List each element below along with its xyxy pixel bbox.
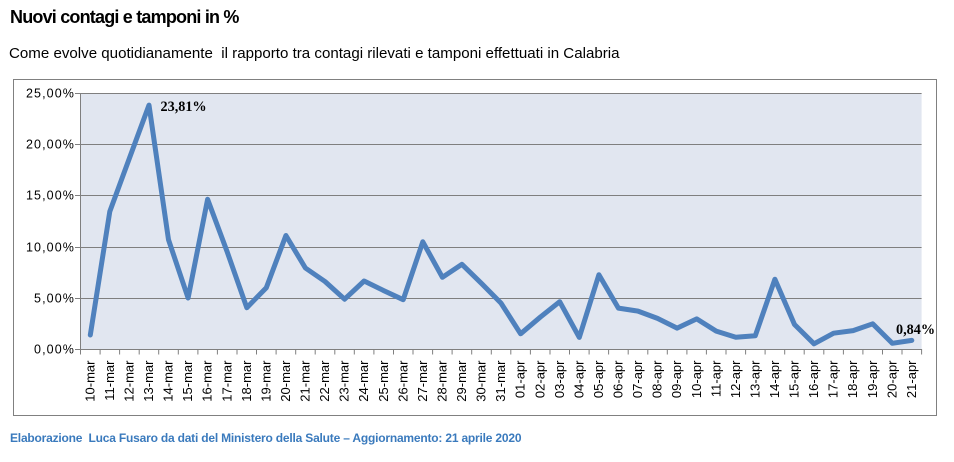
svg-text:18-mar: 18-mar [239, 360, 254, 402]
svg-text:22-mar: 22-mar [317, 360, 332, 402]
svg-text:19-mar: 19-mar [258, 360, 273, 402]
svg-text:05-apr: 05-apr [591, 360, 606, 398]
svg-text:10,00%: 10,00% [26, 241, 75, 255]
svg-text:25-mar: 25-mar [376, 360, 391, 402]
svg-text:13-apr: 13-apr [747, 360, 762, 398]
svg-text:14-mar: 14-mar [161, 360, 176, 402]
svg-text:12-apr: 12-apr [728, 360, 743, 398]
svg-text:11-apr: 11-apr [708, 360, 723, 397]
svg-text:06-apr: 06-apr [611, 360, 626, 398]
svg-text:08-apr: 08-apr [650, 360, 665, 398]
svg-text:17-mar: 17-mar [219, 360, 234, 402]
svg-text:13-mar: 13-mar [141, 360, 156, 402]
svg-text:10-apr: 10-apr [689, 360, 704, 398]
svg-text:0,00%: 0,00% [34, 343, 75, 357]
svg-text:16-apr: 16-apr [806, 360, 821, 398]
svg-text:19-apr: 19-apr [865, 360, 880, 398]
svg-text:09-apr: 09-apr [669, 360, 684, 398]
svg-text:15,00%: 15,00% [26, 189, 75, 203]
svg-text:14-apr: 14-apr [767, 360, 782, 398]
svg-text:5,00%: 5,00% [34, 292, 75, 306]
svg-text:12-mar: 12-mar [122, 360, 137, 402]
svg-text:26-mar: 26-mar [395, 360, 410, 402]
svg-text:27-mar: 27-mar [415, 360, 430, 402]
svg-text:04-apr: 04-apr [571, 360, 586, 398]
svg-text:0,84%: 0,84% [896, 322, 935, 338]
svg-text:23,81%: 23,81% [161, 99, 207, 115]
svg-text:28-mar: 28-mar [435, 360, 450, 402]
svg-text:02-apr: 02-apr [532, 360, 547, 398]
svg-text:21-mar: 21-mar [298, 360, 313, 402]
svg-text:07-apr: 07-apr [630, 360, 645, 398]
svg-text:16-mar: 16-mar [200, 360, 215, 402]
svg-text:20,00%: 20,00% [26, 138, 75, 152]
svg-text:23-mar: 23-mar [337, 360, 352, 402]
svg-text:31-mar: 31-mar [493, 360, 508, 402]
svg-text:15-apr: 15-apr [787, 360, 802, 398]
svg-text:20-mar: 20-mar [278, 360, 293, 402]
svg-text:21-apr: 21-apr [904, 360, 919, 398]
svg-text:25,00%: 25,00% [26, 87, 75, 101]
svg-text:15-mar: 15-mar [180, 360, 195, 402]
svg-text:01-apr: 01-apr [513, 360, 528, 398]
svg-text:24-mar: 24-mar [356, 360, 371, 402]
svg-text:18-apr: 18-apr [845, 360, 860, 398]
svg-text:11-mar: 11-mar [102, 360, 117, 401]
svg-text:29-mar: 29-mar [454, 360, 469, 402]
svg-text:30-mar: 30-mar [474, 360, 489, 402]
svg-text:17-apr: 17-apr [826, 360, 841, 398]
svg-text:20-apr: 20-apr [884, 360, 899, 398]
svg-text:10-mar: 10-mar [82, 360, 97, 402]
svg-text:03-apr: 03-apr [552, 360, 567, 398]
